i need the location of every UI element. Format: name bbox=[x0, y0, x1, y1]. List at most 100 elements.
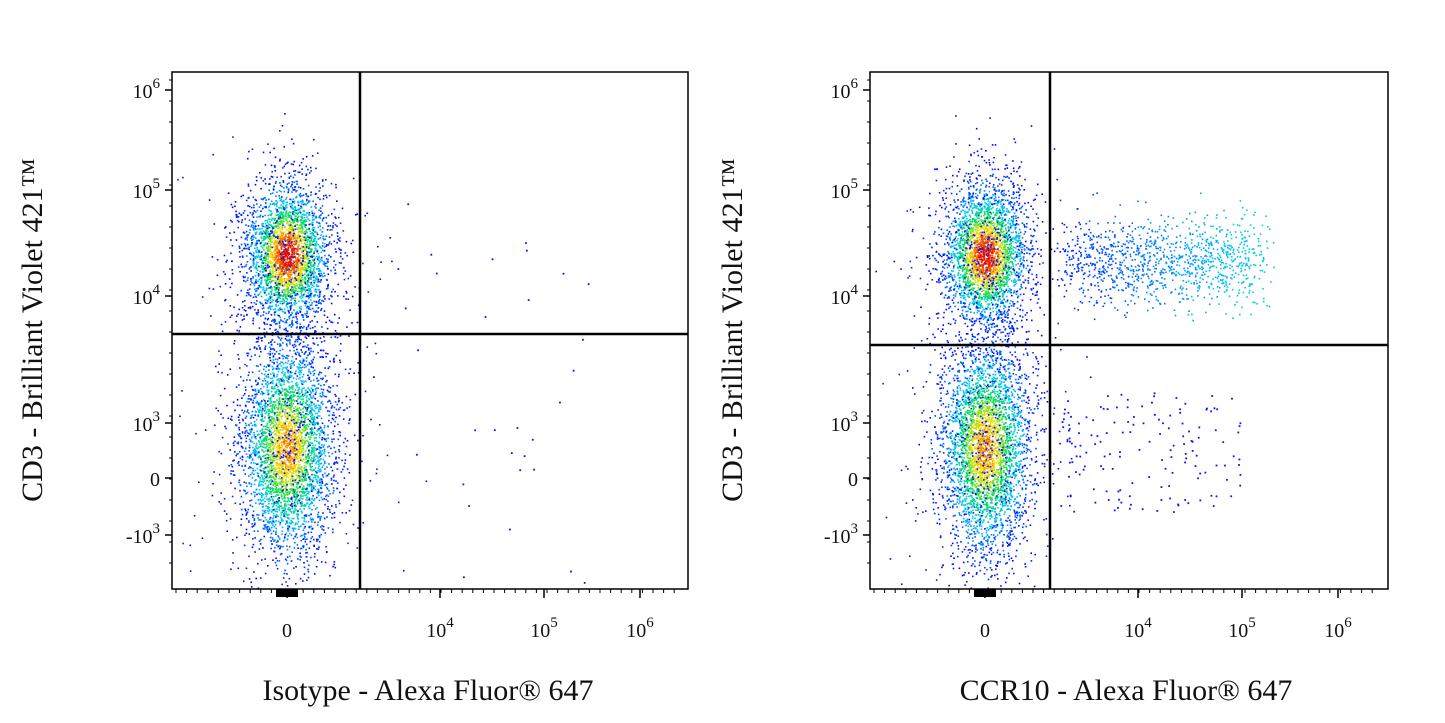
event-dot bbox=[284, 516, 287, 518]
event-dot bbox=[343, 465, 345, 468]
event-dot bbox=[315, 215, 317, 218]
event-dot bbox=[285, 185, 288, 188]
event-dot bbox=[285, 198, 287, 201]
event-dot bbox=[280, 275, 283, 277]
event-dot bbox=[287, 371, 289, 374]
event-dot bbox=[261, 431, 264, 433]
event-dot bbox=[270, 219, 273, 221]
event-dot bbox=[301, 207, 303, 209]
event-dot bbox=[286, 368, 288, 370]
event-dot bbox=[312, 374, 315, 376]
event-dot bbox=[303, 268, 306, 271]
event-dot bbox=[267, 414, 270, 416]
event-dot bbox=[266, 229, 269, 231]
event-dot bbox=[319, 280, 322, 282]
event-dot bbox=[267, 525, 270, 528]
event-dot bbox=[296, 455, 299, 458]
event-dot bbox=[269, 306, 271, 309]
event-dot bbox=[258, 293, 261, 295]
event-dot bbox=[273, 252, 276, 254]
event-dot bbox=[307, 266, 310, 269]
event-dot bbox=[305, 247, 307, 250]
event-dot bbox=[289, 277, 292, 279]
event-dot bbox=[311, 237, 313, 239]
event-dot bbox=[290, 415, 293, 418]
event-dot bbox=[274, 442, 277, 445]
event-dot bbox=[291, 517, 294, 520]
event-dot bbox=[311, 241, 314, 243]
event-dot bbox=[276, 260, 279, 262]
event-dot bbox=[274, 401, 277, 404]
event-dot bbox=[328, 242, 330, 245]
event-dot bbox=[289, 343, 291, 345]
event-dot bbox=[262, 307, 265, 309]
event-dot bbox=[255, 450, 258, 453]
event-dot bbox=[321, 231, 324, 233]
event-dot bbox=[231, 260, 233, 262]
event-dot bbox=[307, 404, 309, 406]
event-dot bbox=[251, 505, 254, 508]
event-dot bbox=[273, 249, 275, 252]
event-dot bbox=[260, 461, 262, 464]
event-dot bbox=[255, 251, 258, 254]
event-dot bbox=[296, 277, 298, 280]
event-dot bbox=[313, 415, 316, 418]
event-dot bbox=[275, 280, 278, 282]
event-dot bbox=[292, 262, 294, 265]
event-dot bbox=[250, 243, 253, 246]
event-dot bbox=[264, 236, 267, 239]
event-dot bbox=[322, 275, 324, 278]
event-dot bbox=[267, 466, 270, 468]
event-dot bbox=[297, 558, 299, 560]
event-dot bbox=[329, 493, 331, 495]
event-dot bbox=[286, 300, 288, 303]
event-dot bbox=[339, 491, 341, 494]
event-dot bbox=[290, 228, 292, 231]
event-dot bbox=[244, 238, 247, 240]
event-dot bbox=[266, 302, 269, 304]
event-dot bbox=[267, 261, 270, 264]
event-dot bbox=[280, 442, 283, 444]
event-dot bbox=[311, 248, 313, 251]
event-dot bbox=[293, 214, 295, 216]
event-dot bbox=[231, 245, 234, 247]
event-dot bbox=[311, 417, 313, 420]
event-dot bbox=[293, 211, 296, 213]
event-dot bbox=[279, 264, 281, 266]
event-dot bbox=[268, 342, 270, 344]
event-dot bbox=[293, 400, 296, 402]
event-dot bbox=[311, 307, 314, 310]
event-dot bbox=[298, 388, 300, 390]
event-dot bbox=[319, 258, 322, 261]
event-dot bbox=[278, 250, 281, 252]
event-dot bbox=[277, 449, 280, 451]
event-dot bbox=[273, 165, 276, 167]
event-dot bbox=[297, 294, 299, 296]
event-dot bbox=[279, 384, 282, 387]
event-dot bbox=[295, 302, 298, 305]
event-dot bbox=[297, 432, 300, 434]
event-dot bbox=[278, 251, 281, 253]
event-dot bbox=[298, 186, 300, 189]
event-dot bbox=[292, 248, 295, 250]
event-dot bbox=[290, 511, 293, 513]
event-dot bbox=[240, 508, 243, 511]
event-dot bbox=[338, 239, 340, 242]
event-dot bbox=[270, 373, 272, 375]
event-dot bbox=[280, 261, 283, 263]
event-dot bbox=[242, 447, 244, 449]
event-dot bbox=[302, 201, 304, 203]
event-dot bbox=[310, 272, 313, 275]
event-dot bbox=[307, 168, 309, 171]
event-dot bbox=[329, 390, 331, 393]
event-dot bbox=[327, 401, 329, 403]
event-dot bbox=[282, 274, 284, 276]
event-dot bbox=[310, 265, 313, 267]
event-dot bbox=[268, 246, 270, 248]
event-dot bbox=[270, 390, 273, 393]
event-dot bbox=[288, 392, 291, 394]
event-dot bbox=[293, 261, 296, 263]
event-dot bbox=[269, 278, 271, 280]
event-dot bbox=[286, 455, 289, 457]
event-dot bbox=[325, 483, 327, 485]
